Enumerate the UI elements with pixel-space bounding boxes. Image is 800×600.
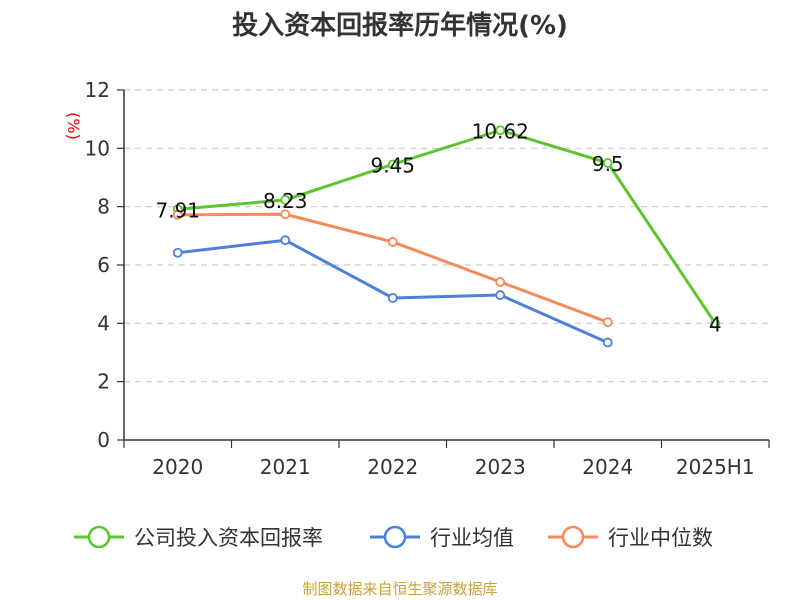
- series-layer: [172, 125, 721, 348]
- x-tick-label: 2021: [260, 455, 311, 479]
- legend-swatch-marker: [383, 525, 407, 549]
- data-label: 8.23: [263, 189, 308, 213]
- y-tick-label: 6: [97, 253, 110, 277]
- x-tick-label: 2022: [367, 455, 418, 479]
- data-label: 7.91: [155, 198, 200, 222]
- y-tick-label: 4: [97, 311, 110, 335]
- data-point: [495, 290, 506, 300]
- legend-label: 公司投入资本回报率: [134, 526, 323, 550]
- data-point: [172, 209, 183, 220]
- data-point: [387, 237, 398, 247]
- data-point: [387, 159, 398, 170]
- data-labels: 7.91 8.23 9.45 10.62 9.5 4: [155, 119, 721, 336]
- x-tick-label: 2025H1: [676, 455, 755, 479]
- legend: 公司投入资本回报率 行业均值 行业中位数: [74, 525, 713, 550]
- series-line-1: [177, 238, 609, 344]
- y-tick-label: 10: [85, 136, 110, 160]
- data-label: 4: [709, 312, 722, 336]
- data-point: [495, 277, 506, 287]
- chart-title: 投入资本回报率历年情况(%): [232, 10, 568, 41]
- series-line-0: [177, 128, 717, 325]
- data-point: [495, 125, 506, 136]
- x-tick-label: 2023: [475, 455, 526, 479]
- y-tick-label: 8: [97, 195, 110, 219]
- series-line-2: [177, 212, 609, 324]
- legend-label: 行业中位数: [608, 526, 713, 550]
- y-axis-label: (%): [64, 112, 83, 140]
- data-point: [280, 235, 291, 246]
- legend-swatch-marker: [561, 525, 585, 549]
- data-point: [172, 247, 183, 258]
- grid-lines: [124, 89, 769, 383]
- data-point: [602, 317, 613, 328]
- y-tick-label: 2: [97, 370, 110, 394]
- data-point: [280, 195, 291, 205]
- legend-label: 行业均值: [430, 526, 514, 550]
- y-tick-label: 12: [85, 78, 110, 102]
- data-point: [280, 209, 291, 220]
- axes: 0 2 4 6 8 10 12 2020 2021 2022 2023 2024 2025H1: [85, 78, 770, 479]
- data-label: 9.45: [370, 153, 415, 177]
- data-point: [710, 318, 721, 329]
- data-point: [387, 293, 398, 303]
- data-point: [602, 158, 613, 168]
- source-note: 制图数据来自恒生聚源数据库: [302, 580, 497, 598]
- y-tick-label: 0: [97, 428, 110, 452]
- data-label: 10.62: [472, 119, 529, 143]
- legend-swatch-marker: [87, 525, 111, 549]
- x-tick-label: 2024: [582, 455, 633, 479]
- x-tick-label: 2020: [152, 455, 203, 479]
- data-point: [602, 337, 613, 348]
- data-label: 9.5: [592, 152, 624, 176]
